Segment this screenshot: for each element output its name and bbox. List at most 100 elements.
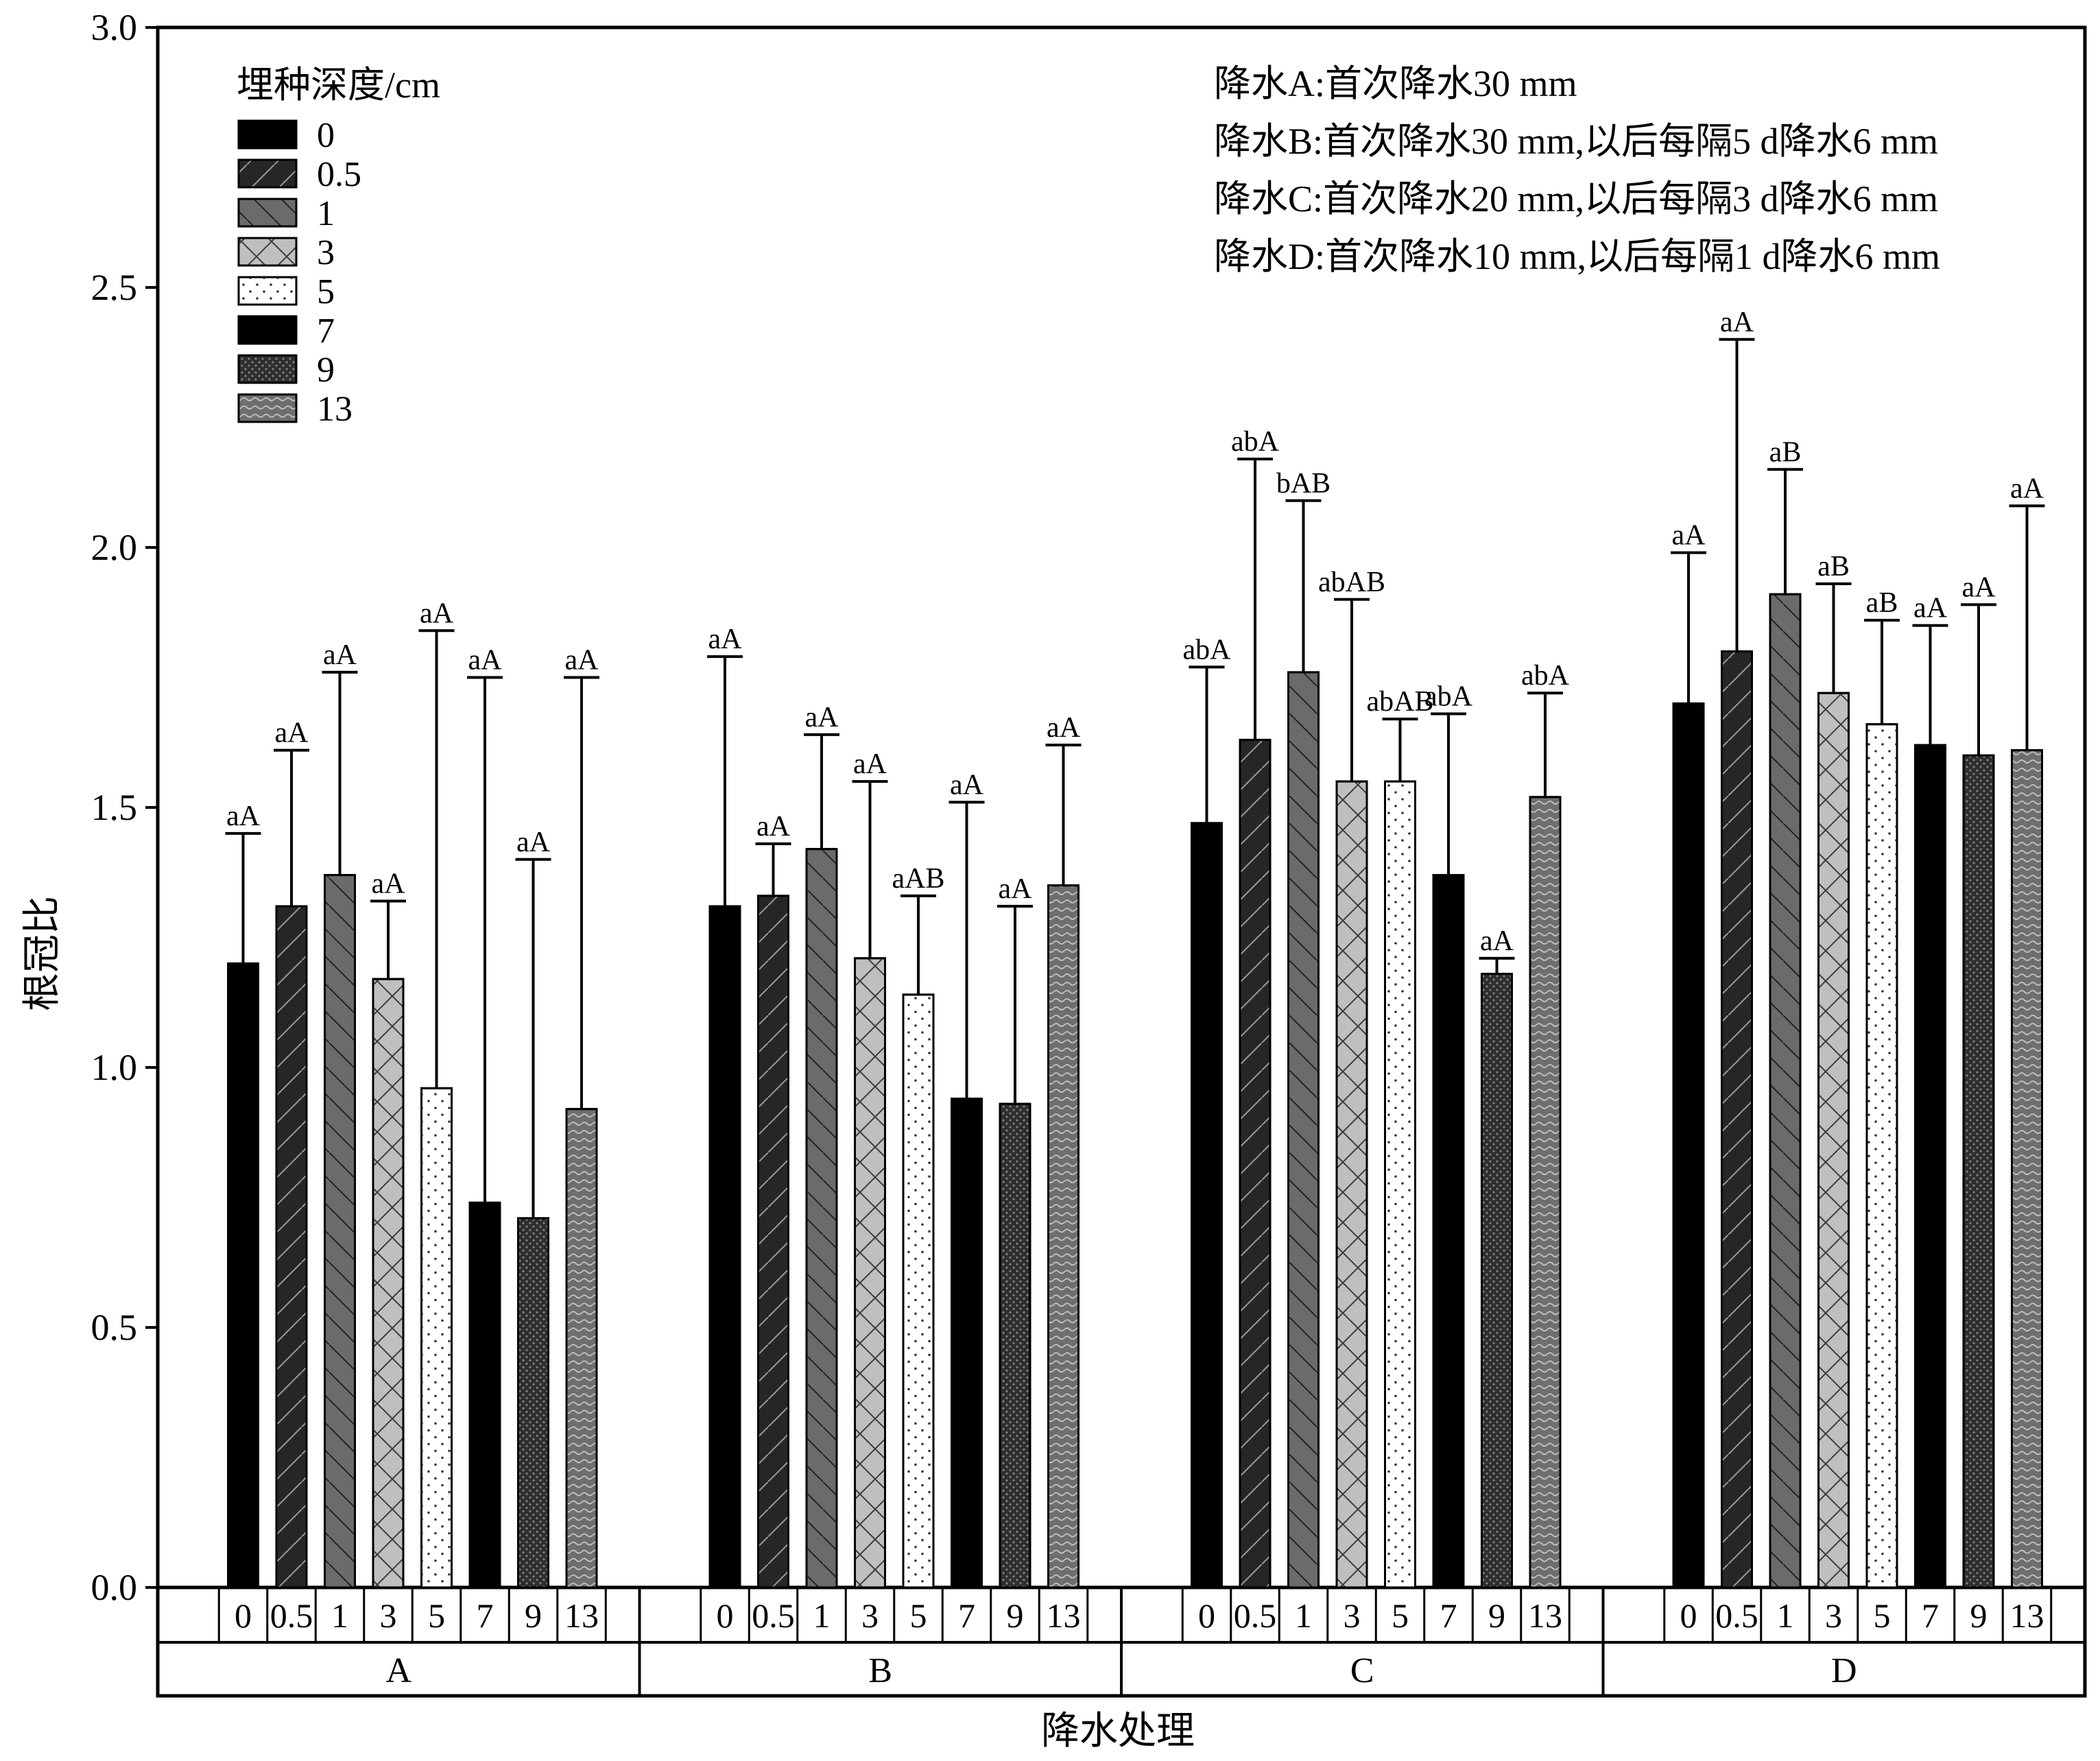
bar-pattern xyxy=(1721,650,1753,1589)
significance-label: aB xyxy=(1817,551,1850,582)
bar-pattern xyxy=(2011,749,2043,1589)
significance-label: aA xyxy=(516,827,551,858)
legend-label: 7 xyxy=(317,311,335,351)
category-label: 3 xyxy=(861,1596,879,1635)
significance-label: aA xyxy=(323,639,357,671)
y-tick-label: 0.0 xyxy=(91,1567,138,1608)
bar-pattern xyxy=(1529,796,1562,1589)
significance-label: aAB xyxy=(892,863,945,895)
legend-label: 13 xyxy=(317,390,353,429)
legend-label: 3 xyxy=(317,233,335,272)
legend-title: 埋种深度/cm xyxy=(237,64,440,106)
bar-pattern xyxy=(999,1102,1031,1589)
significance-label: aA xyxy=(999,873,1033,905)
category-label: 3 xyxy=(380,1596,397,1635)
bar-pattern xyxy=(517,1217,549,1589)
y-tick-label: 1.5 xyxy=(91,787,138,828)
y-tick-label: 3.0 xyxy=(91,7,138,48)
category-label: 1 xyxy=(331,1596,348,1635)
category-label: 0.5 xyxy=(1715,1596,1758,1635)
category-label: 7 xyxy=(477,1596,494,1635)
category-label: 0.5 xyxy=(752,1596,795,1635)
category-label: 13 xyxy=(564,1596,599,1635)
group-label: D xyxy=(1831,1651,1857,1690)
bar-pattern xyxy=(1335,780,1368,1589)
category-label: 0 xyxy=(1680,1596,1697,1635)
category-label: 0 xyxy=(1198,1596,1215,1635)
category-label: 1 xyxy=(1295,1596,1312,1635)
legend-swatch-pattern xyxy=(237,158,298,189)
category-label: 5 xyxy=(1392,1596,1409,1635)
legend-label: 5 xyxy=(317,272,335,311)
significance-label: aA xyxy=(756,811,791,842)
significance-label: aA xyxy=(565,645,599,676)
significance-label: aA xyxy=(1672,520,1706,552)
bar-pattern xyxy=(1287,671,1320,1589)
significance-label: aA xyxy=(372,868,406,899)
significance-label: aA xyxy=(805,702,839,733)
y-tick-label: 1.0 xyxy=(91,1047,138,1088)
bar xyxy=(951,1097,983,1589)
bar-pattern xyxy=(854,957,886,1589)
legend-swatch xyxy=(237,119,298,150)
bar xyxy=(1914,744,1946,1589)
significance-label: abA xyxy=(1521,660,1570,692)
category-label: 13 xyxy=(2010,1596,2044,1635)
bar-pattern xyxy=(757,895,789,1589)
legend-swatch-pattern xyxy=(237,354,298,384)
category-label: 1 xyxy=(1777,1596,1794,1635)
x-axis-label: 降水处理 xyxy=(1041,1710,1195,1753)
significance-label: aA xyxy=(468,645,503,676)
significance-label: aA xyxy=(1047,712,1081,744)
bar-pattern xyxy=(324,874,356,1589)
bar xyxy=(468,1201,501,1589)
significance-label: abA xyxy=(1183,634,1232,665)
significance-label: aB xyxy=(1866,587,1898,619)
category-label: 0 xyxy=(235,1596,252,1635)
bar xyxy=(1191,822,1223,1589)
legend-label: 0 xyxy=(317,116,335,155)
legend-label: 0.5 xyxy=(317,155,361,194)
bar xyxy=(227,962,259,1589)
legend-swatch xyxy=(237,315,298,345)
legend-label: 1 xyxy=(317,194,335,233)
category-label: 3 xyxy=(1825,1596,1842,1635)
annotation-block: 降水A:首次降水30 mm 降水B:首次降水30 mm,以后每隔5 d降水6 m… xyxy=(1214,63,1940,277)
annotation-line-1: 降水A:首次降水30 mm xyxy=(1214,63,1577,104)
category-label: 9 xyxy=(525,1596,542,1635)
annotation-line-4: 降水D:首次降水10 mm,以后每隔1 d降水6 mm xyxy=(1214,236,1940,277)
y-tick-label: 0.5 xyxy=(91,1307,138,1348)
bar xyxy=(708,905,741,1589)
significance-label: abA xyxy=(1231,426,1280,458)
category-label: 1 xyxy=(813,1596,831,1635)
significance-label: aA xyxy=(1480,925,1514,957)
category-label: 13 xyxy=(1047,1596,1081,1635)
bar-pattern xyxy=(1239,738,1272,1589)
legend-swatch-pattern xyxy=(237,276,298,306)
category-label: 13 xyxy=(1528,1596,1562,1635)
bar-pattern xyxy=(1384,780,1416,1589)
category-label: 0.5 xyxy=(270,1596,313,1635)
y-axis-label: 根冠比 xyxy=(21,896,64,1011)
legend-swatch-pattern xyxy=(237,393,298,423)
category-label: 9 xyxy=(1488,1596,1505,1635)
legend-label: 9 xyxy=(317,351,335,390)
bar xyxy=(1672,702,1705,1589)
bar-pattern xyxy=(1817,692,1850,1589)
category-label: 9 xyxy=(1970,1596,1988,1635)
significance-label: abAB xyxy=(1367,686,1434,718)
bar-pattern xyxy=(902,993,935,1589)
category-label: 7 xyxy=(1440,1596,1457,1635)
category-label: 5 xyxy=(1874,1596,1891,1635)
bar-pattern xyxy=(1962,754,1995,1589)
significance-label: abAB xyxy=(1318,567,1385,598)
bar-pattern xyxy=(1481,973,1513,1589)
annotation-line-3: 降水C:首次降水20 mm,以后每隔3 d降水6 mm xyxy=(1214,178,1938,220)
category-label: 5 xyxy=(910,1596,927,1635)
bar-pattern xyxy=(420,1087,453,1589)
significance-label: aA xyxy=(1720,307,1754,338)
